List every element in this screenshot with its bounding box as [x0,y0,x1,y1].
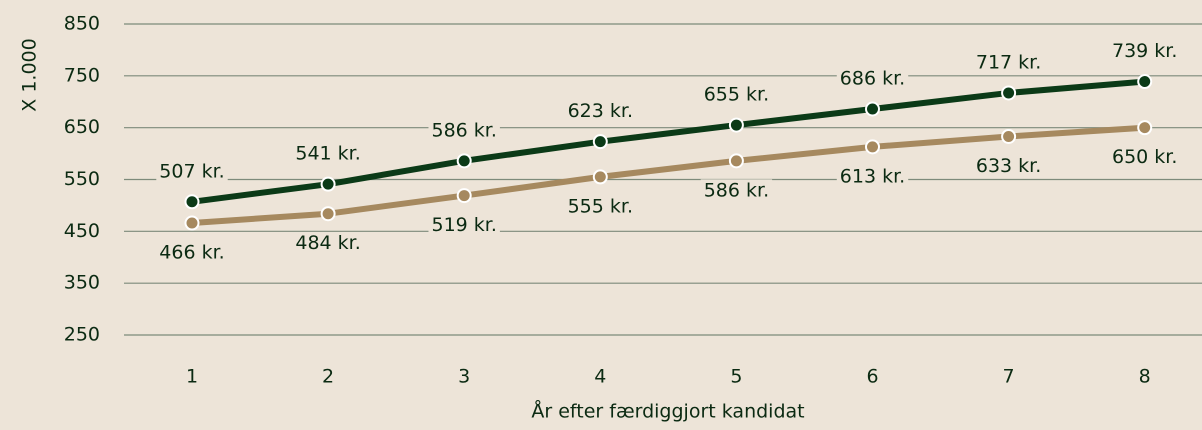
point [592,134,608,150]
label-background [836,67,909,90]
point [456,188,472,204]
point [320,176,336,192]
label-background [564,195,637,218]
data-label: 586 kr. [704,179,769,201]
y-tick-label: 850 [64,13,100,35]
x-tick-label: 3 [458,366,470,388]
data-label: 686 kr. [840,68,905,90]
label-background [836,165,909,188]
point [1001,128,1017,144]
label-background [292,232,364,255]
point [865,139,880,155]
data-label: 586 kr. [431,119,496,141]
label-background [700,83,773,106]
x-tick-label: 6 [866,366,878,388]
point [1137,74,1153,90]
grid [124,23,1202,336]
point [1137,120,1153,136]
label-background [156,160,228,183]
x-tick-label: 1 [186,366,198,388]
x-tick-label: 4 [594,366,606,388]
label-background [428,119,500,142]
data-label: 484 kr. [295,232,360,254]
label-background [972,51,1045,74]
point [320,206,336,222]
data-label: 613 kr. [840,165,905,187]
y-tick-label: 350 [64,272,100,294]
y-tick-label: 550 [64,168,100,190]
y-tick-label: 250 [64,324,100,346]
label-background [564,100,637,123]
label-background [700,179,773,202]
data-label: 739 kr. [1112,40,1177,62]
y-tick-label: 450 [64,220,100,242]
point [456,153,472,169]
data-label: 466 kr. [159,242,224,264]
label-background [292,142,364,165]
label-background [1108,40,1181,63]
label-background [972,154,1045,177]
point [184,215,200,231]
series-line [191,78,1145,205]
data-label: 633 kr. [976,155,1041,177]
label-background [428,214,500,237]
x-tick-label: 7 [1003,366,1015,388]
point [592,169,608,185]
data-label: 541 kr. [295,143,360,165]
data-label: 555 kr. [568,195,633,217]
point [184,194,200,210]
point [728,117,744,133]
label-background [156,241,228,264]
y-tick-label: 650 [64,116,100,138]
point [865,101,880,117]
labels: 507 kr. 541 kr. 586 kr. 623 kr. 655 kr. 686 k… [156,40,1181,264]
x-tick-label: 8 [1139,366,1151,388]
y-tick-label: 750 [64,64,100,86]
data-label: 623 kr. [568,100,633,122]
x-tick-label: 5 [730,366,742,388]
data-label: 650 kr. [1112,146,1177,168]
x-tick-label: 2 [322,366,334,388]
data-label: 519 kr. [431,214,496,236]
point [728,153,744,169]
series-line [191,124,1145,227]
label-background [1108,146,1181,169]
point [1001,85,1017,101]
y-axis-label: X 1.000 [19,38,41,111]
data-label: 507 kr. [159,160,224,182]
data-label: 655 kr. [704,84,769,106]
data-label: 717 kr. [976,51,1041,73]
x-axis-label: År efter færdiggjort kandidat [531,400,804,423]
